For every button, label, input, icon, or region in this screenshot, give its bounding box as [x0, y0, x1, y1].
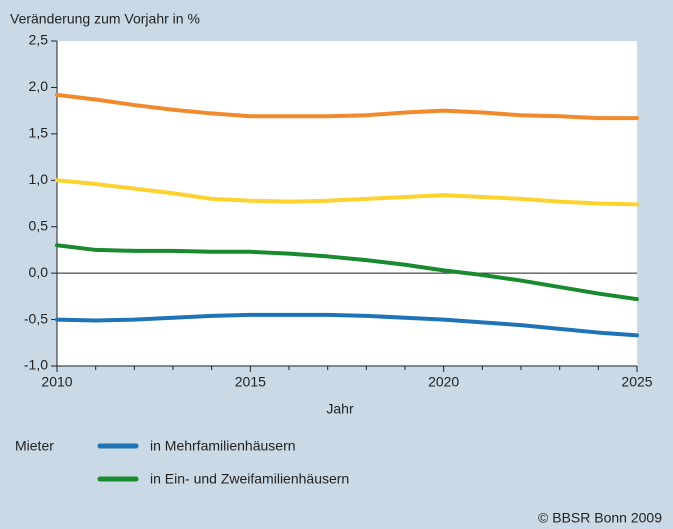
y-tick-label: -1,0 [24, 357, 48, 373]
x-tick-label: 2015 [235, 374, 266, 390]
series-line [55, 243, 639, 302]
y-tick-label: 2,0 [29, 78, 49, 94]
x-tick-label: 2010 [41, 374, 72, 390]
series-line [55, 92, 639, 121]
y-tick-label: 0,0 [29, 264, 49, 280]
y-tick-label: -0,5 [24, 310, 48, 326]
y-tick-label: 1,5 [29, 125, 49, 141]
series-line [55, 178, 639, 207]
plot-area [57, 41, 637, 366]
legend-label: in Ein- und Zweifamilienhäusern [150, 471, 349, 487]
source: © BBSR Bonn 2009 [538, 510, 662, 526]
y-tick-label: 1,0 [29, 171, 49, 187]
x-tick-label: 2025 [621, 374, 652, 390]
x-axis-label: Jahr [326, 401, 354, 417]
legend-title: Mieter [15, 438, 54, 454]
y-tick-label: 0,5 [29, 217, 49, 233]
y-tick-label: 2,5 [29, 32, 49, 48]
y-axis-label: Veränderung zum Vorjahr in % [10, 11, 200, 27]
series-line [55, 312, 639, 338]
legend-label: in Mehrfamilienhäusern [150, 438, 296, 454]
x-tick-label: 2020 [428, 374, 459, 390]
